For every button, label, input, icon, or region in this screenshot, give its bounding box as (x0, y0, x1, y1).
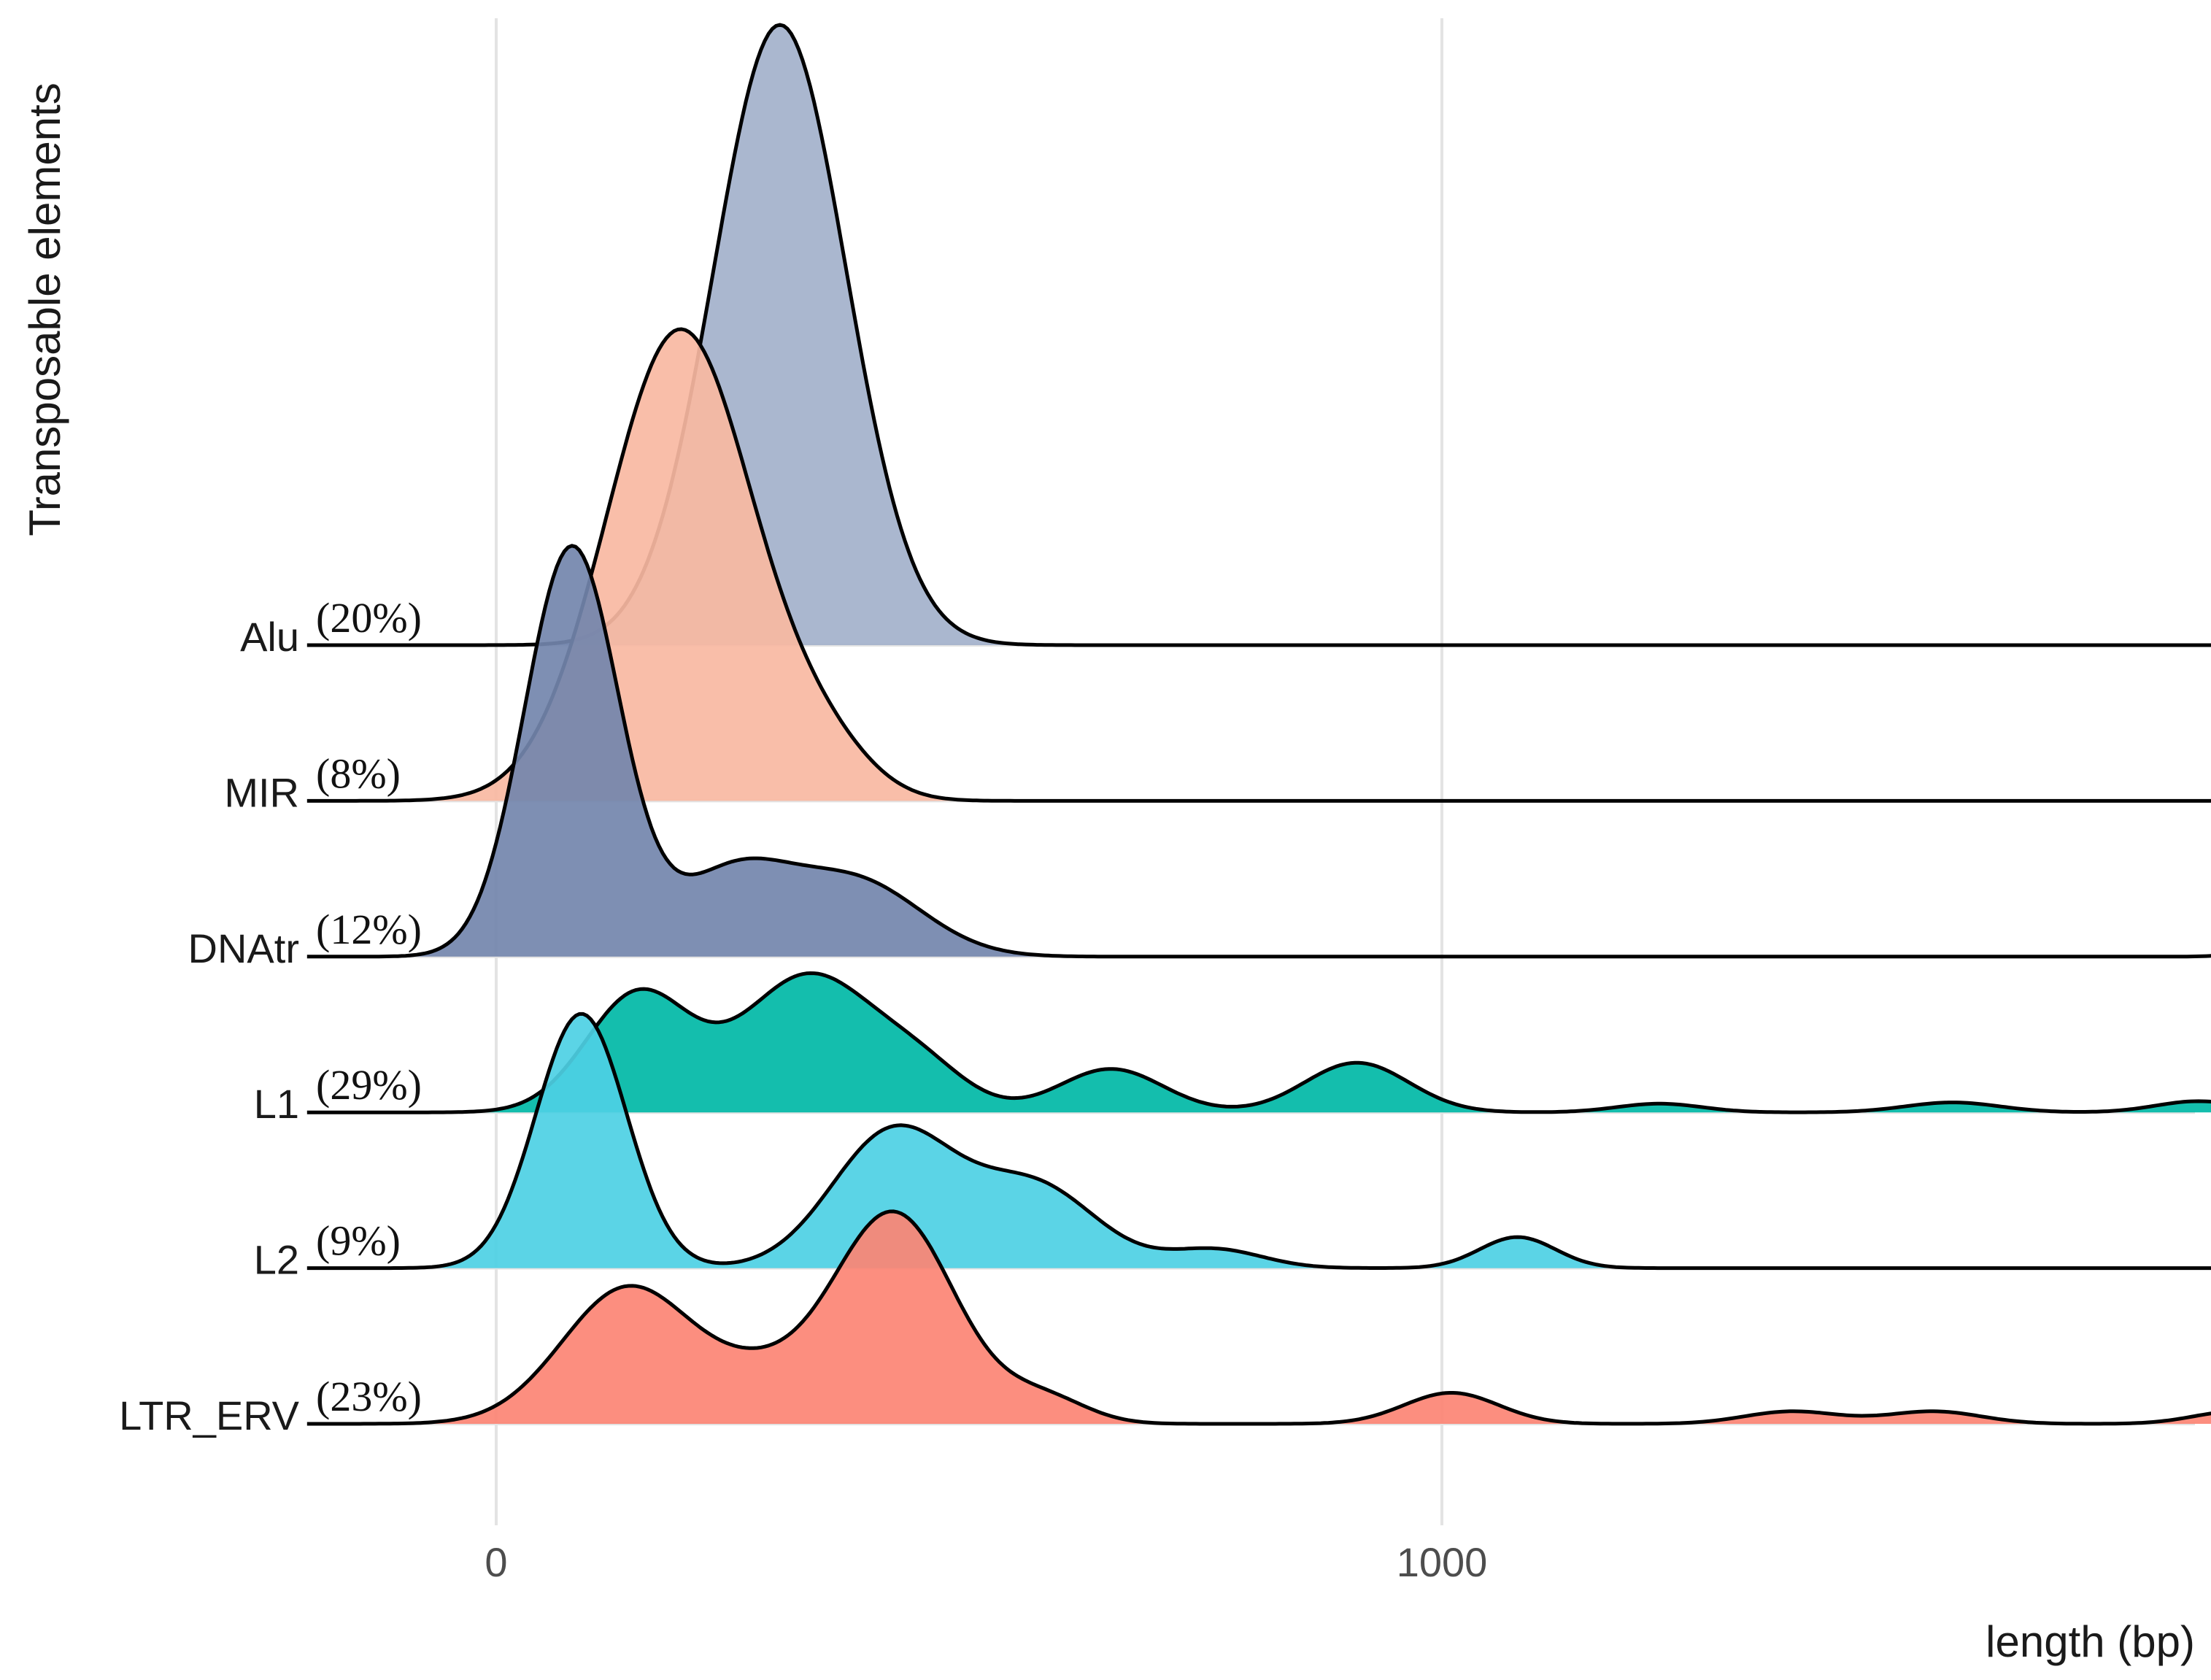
category-percent-l2: (9%) (316, 1217, 401, 1265)
category-percent-l1: (29%) (316, 1061, 422, 1109)
category-label-alu: Alu (240, 614, 299, 660)
x-axis-tick-labels: 0100020003000 (485, 1539, 1488, 1585)
ridge-area-l2 (306, 1014, 2211, 1268)
category-label-l2: L2 (254, 1237, 299, 1283)
ridge-area-alu (306, 25, 2211, 645)
ridges (306, 23, 2211, 1426)
category-labels: Alu (20%) MIR (8%) DNAtr (12%) L1 (29%) L2 (9%) LT… (119, 594, 422, 1438)
ridge-area-dnatr (306, 545, 2211, 957)
category-label-l1: L1 (254, 1081, 299, 1127)
ridge-outline-alu (306, 23, 2211, 647)
category-percent-dnatr: (12%) (316, 906, 422, 953)
x-tick-label-0: 0 (485, 1539, 507, 1585)
y-axis-title: Transposable elements (20, 82, 69, 536)
x-tick-label-1000: 1000 (1397, 1539, 1488, 1585)
ridge-outline-dnatr (306, 544, 2211, 959)
ridge-outline-mir (306, 327, 2211, 803)
ridge-area-mir (306, 329, 2211, 801)
ridge-outline-ltr-erv (306, 1209, 2211, 1426)
category-percent-alu: (20%) (316, 594, 422, 641)
ridge-outline-l1 (306, 971, 2211, 1114)
category-percent-mir: (8%) (316, 750, 401, 797)
ridge-outline-l2 (306, 1012, 2211, 1271)
category-label-dnatr: DNAtr (188, 925, 299, 971)
category-label-mir: MIR (224, 769, 299, 815)
ridge-area-l1 (306, 973, 2211, 1113)
category-label-ltr-erv: LTR_ERV (119, 1392, 300, 1438)
ridge-area-ltr-erv (306, 1211, 2211, 1424)
category-percent-ltr-erv: (23%) (316, 1373, 422, 1420)
x-axis-title: length (bp) (1986, 1617, 2195, 1666)
